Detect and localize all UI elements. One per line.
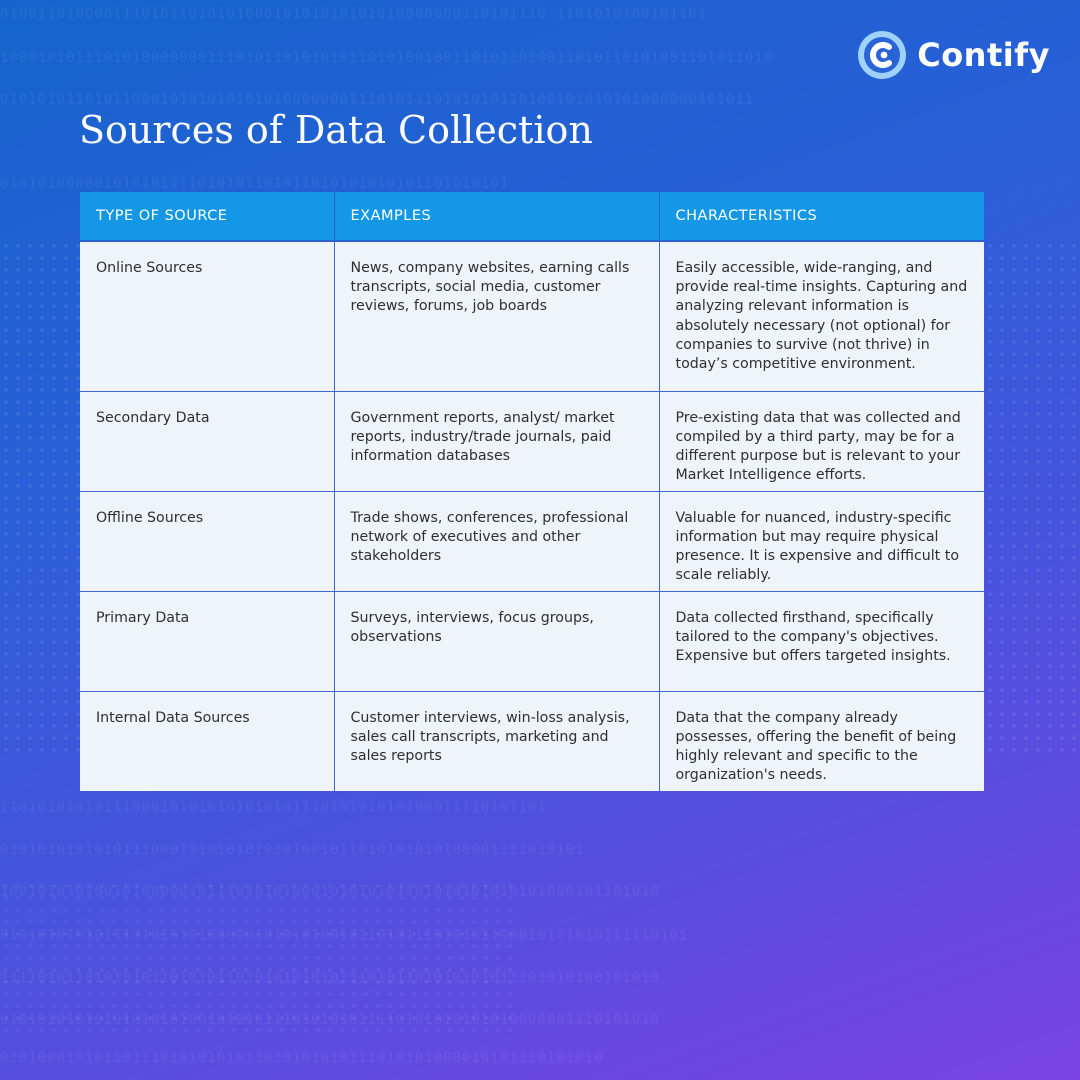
background-binary-pattern: 0101010101010101010100101010111010101011… bbox=[0, 1012, 1080, 1028]
background-binary-pattern: 1000101011101010000000111010110101010110… bbox=[0, 50, 774, 66]
table-row: Secondary Data Government reports, analy… bbox=[80, 391, 984, 492]
table-row: Offline Sources Trade shows, conferences… bbox=[80, 491, 984, 592]
background-dot-pattern bbox=[984, 240, 1080, 760]
page-title: Sources of Data Collection bbox=[79, 108, 593, 152]
table-row: Primary Data Surveys, interviews, focus … bbox=[80, 591, 984, 692]
background-binary-pattern: 0101010110101100010101010101010000000111… bbox=[0, 92, 755, 108]
background-dot-pattern bbox=[0, 240, 80, 760]
table-row: Online Sources News, company websites, e… bbox=[80, 241, 984, 392]
background-binary-pattern: 1111010110101010110101011010101010101110… bbox=[0, 970, 1080, 986]
cell-source-type: Secondary Data bbox=[80, 391, 335, 492]
table-header-row: TYPE OF SOURCE EXAMPLES CHARACTERISTICS bbox=[80, 192, 984, 242]
cell-examples: Customer interviews, win-loss analysis, … bbox=[334, 691, 660, 791]
cell-characteristics: Pre-existing data that was collected and… bbox=[659, 391, 984, 492]
cell-source-type: Offline Sources bbox=[80, 491, 335, 592]
sources-table: TYPE OF SOURCE EXAMPLES CHARACTERISTICS … bbox=[80, 192, 984, 791]
background-binary-pattern: 0101010101011101010101000001010101001011… bbox=[0, 928, 1080, 944]
table-row: Internal Data Sources Customer interview… bbox=[80, 691, 984, 791]
background-binary-pattern: 0100110100001110101101010100010101010101… bbox=[0, 6, 708, 22]
cell-source-type: Primary Data bbox=[80, 591, 335, 692]
cell-examples: News, company websites, earning calls tr… bbox=[334, 241, 660, 392]
cell-characteristics: Easily accessible, wide-ranging, and pro… bbox=[659, 241, 984, 392]
column-header-examples: EXAMPLES bbox=[334, 192, 660, 242]
brand-logo: Contify bbox=[857, 30, 1050, 80]
brand-name: Contify bbox=[917, 36, 1050, 74]
contify-logo-icon bbox=[858, 31, 907, 79]
background-binary-pattern: 1001010101001010000010111010101000101010… bbox=[0, 884, 1080, 900]
background-binary-pattern: 0101010101010111000101010101010100101101… bbox=[0, 842, 585, 858]
background-binary-pattern: 1101010101011100010101010101010111010101… bbox=[0, 800, 547, 816]
cell-characteristics: Data that the company already possesses,… bbox=[659, 691, 984, 791]
background-binary-pattern: 0101010000010101011110101011010110101010… bbox=[0, 176, 510, 192]
background-dot-pattern bbox=[0, 880, 520, 1040]
cell-source-type: Internal Data Sources bbox=[80, 691, 335, 791]
cell-examples: Government reports, analyst/ market repo… bbox=[334, 391, 660, 492]
background-binary-pattern: 0101000101011011101010101011010101010111… bbox=[0, 1050, 604, 1066]
cell-characteristics: Valuable for nuanced, industry-specific … bbox=[659, 491, 984, 592]
column-header-characteristics: CHARACTERISTICS bbox=[659, 192, 984, 242]
cell-examples: Trade shows, conferences, professional n… bbox=[334, 491, 660, 592]
cell-source-type: Online Sources bbox=[80, 241, 335, 392]
cell-examples: Surveys, interviews, focus groups, obser… bbox=[334, 591, 660, 692]
cell-characteristics: Data collected firsthand, specifically t… bbox=[659, 591, 984, 692]
column-header-type: TYPE OF SOURCE bbox=[80, 192, 335, 242]
